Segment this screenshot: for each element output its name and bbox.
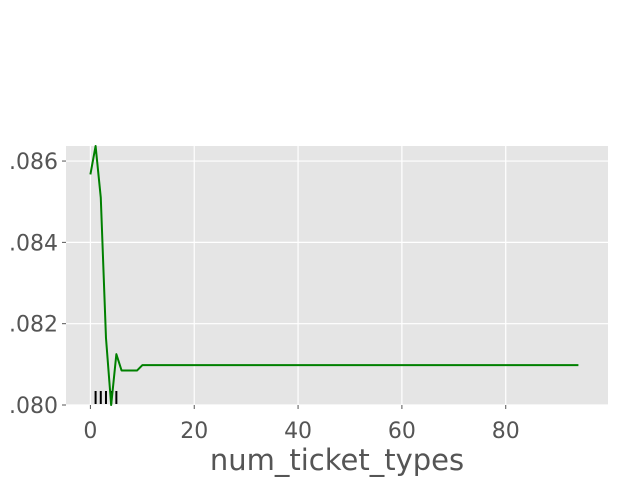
series-layer bbox=[89, 145, 579, 406]
y-tick-label: .082 bbox=[9, 313, 58, 338]
x-tick-label: 0 bbox=[83, 419, 97, 444]
y-tick-label: .084 bbox=[9, 231, 58, 256]
y-tick-label: .080 bbox=[9, 394, 58, 419]
x-tick-label: 80 bbox=[492, 419, 520, 444]
x-tick-label: 40 bbox=[284, 419, 312, 444]
y-tick-label: .086 bbox=[9, 150, 58, 175]
x-axis-label: num_ticket_types bbox=[210, 443, 464, 477]
grid-lines bbox=[66, 146, 608, 406]
series-line bbox=[89, 145, 579, 406]
x-axis-ticks: 0 20 40 60 80 bbox=[83, 405, 520, 444]
x-tick-label: 20 bbox=[180, 419, 208, 444]
x-tick-label: 60 bbox=[388, 419, 416, 444]
y-axis-ticks: .080 .082 .084 .086 bbox=[9, 150, 66, 419]
plot-area bbox=[66, 146, 608, 405]
